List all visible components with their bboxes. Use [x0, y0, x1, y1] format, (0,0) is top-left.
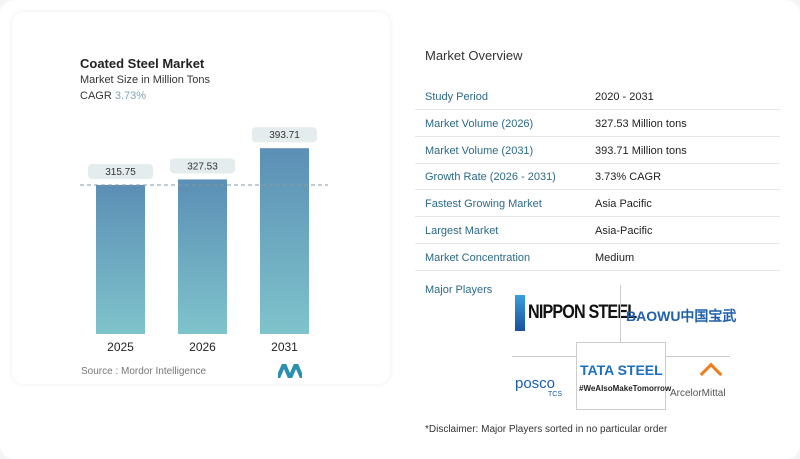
logo-nippon-steel: NIPPON STEEL [528, 302, 637, 323]
overview-row: Study Period 2020 - 2031 [415, 83, 780, 110]
overview-value: 327.53 Million tons [595, 117, 687, 130]
overview-key: Market Volume (2031) [425, 144, 534, 157]
disclaimer: *Disclaimer: Major Players sorted in no … [425, 424, 668, 435]
bar-2031 [260, 148, 309, 334]
overview-row: Growth Rate (2026 - 2031) 3.73% CAGR [415, 163, 780, 191]
data-label: 327.53 [187, 161, 218, 172]
data-label-bg [170, 158, 235, 174]
data-label: 393.71 [269, 130, 300, 141]
source-text: Source : Mordor Intelligence [81, 366, 207, 377]
mordor-logo-icon [278, 364, 302, 378]
overview-key: Market Volume (2026) [425, 117, 534, 130]
chart-title: Coated Steel Market [80, 56, 205, 71]
overview-row: Largest Market Asia-Pacific [415, 217, 780, 244]
nippon-steel-mark-icon [515, 295, 525, 331]
x-tick-label: 2026 [189, 340, 216, 354]
overview-value: 393.71 Million tons [595, 144, 687, 157]
logo-posco-tcs: TCS [548, 391, 562, 398]
overview-row: Market Volume (2026) 327.53 Million tons [415, 110, 780, 137]
overview-key: Largest Market [425, 225, 499, 237]
data-label-bg [88, 164, 153, 179]
x-tick-label: 2025 [107, 340, 134, 354]
logo-baowu: BAOWU中国宝武 [626, 308, 737, 324]
overview-row: Market Volume (2031) 393.71 Million tons [415, 137, 780, 164]
overview-key: Fastest Growing Market [425, 198, 542, 211]
bar-2026 [178, 179, 227, 334]
data-label: 315.75 [105, 167, 136, 178]
overview-value: Asia-Pacific [595, 225, 653, 237]
logo-posco: posco [515, 375, 556, 392]
overview-key: Study Period [425, 91, 488, 103]
data-label-bg [252, 127, 317, 143]
major-players-label: Major Players [425, 284, 493, 296]
overview-value: 2020 - 2031 [595, 91, 654, 103]
overview-key: Growth Rate (2026 - 2031) [425, 171, 556, 184]
bar-chart: 315.75 2025 327.53 2026 393.71 2031 [80, 127, 328, 354]
bar-2025 [96, 185, 145, 334]
overview-value: 3.73% CAGR [595, 171, 662, 184]
overview-key: Market Concentration [425, 251, 531, 264]
logo-arcelormittal: ArcelorMittal [670, 388, 726, 399]
overview-row: Fastest Growing Market Asia Pacific [415, 190, 780, 218]
cagr-label: CAGR [80, 90, 112, 102]
overview-value: Asia Pacific [595, 198, 652, 211]
cagr: CAGR 3.73% [80, 90, 146, 102]
overview-title: Market Overview [425, 48, 523, 63]
chart-subtitle: Market Size in Million Tons [80, 74, 211, 86]
cagr-value: 3.73% [114, 90, 147, 102]
overview-value: Medium [595, 251, 635, 264]
logo-tata-steel: TATA STEEL [580, 362, 663, 378]
tata-tagline: #WeAlsoMakeTomorrow [579, 384, 672, 393]
x-tick-label: 2031 [271, 340, 298, 354]
overview-row: Market Concentration Medium [415, 244, 780, 271]
